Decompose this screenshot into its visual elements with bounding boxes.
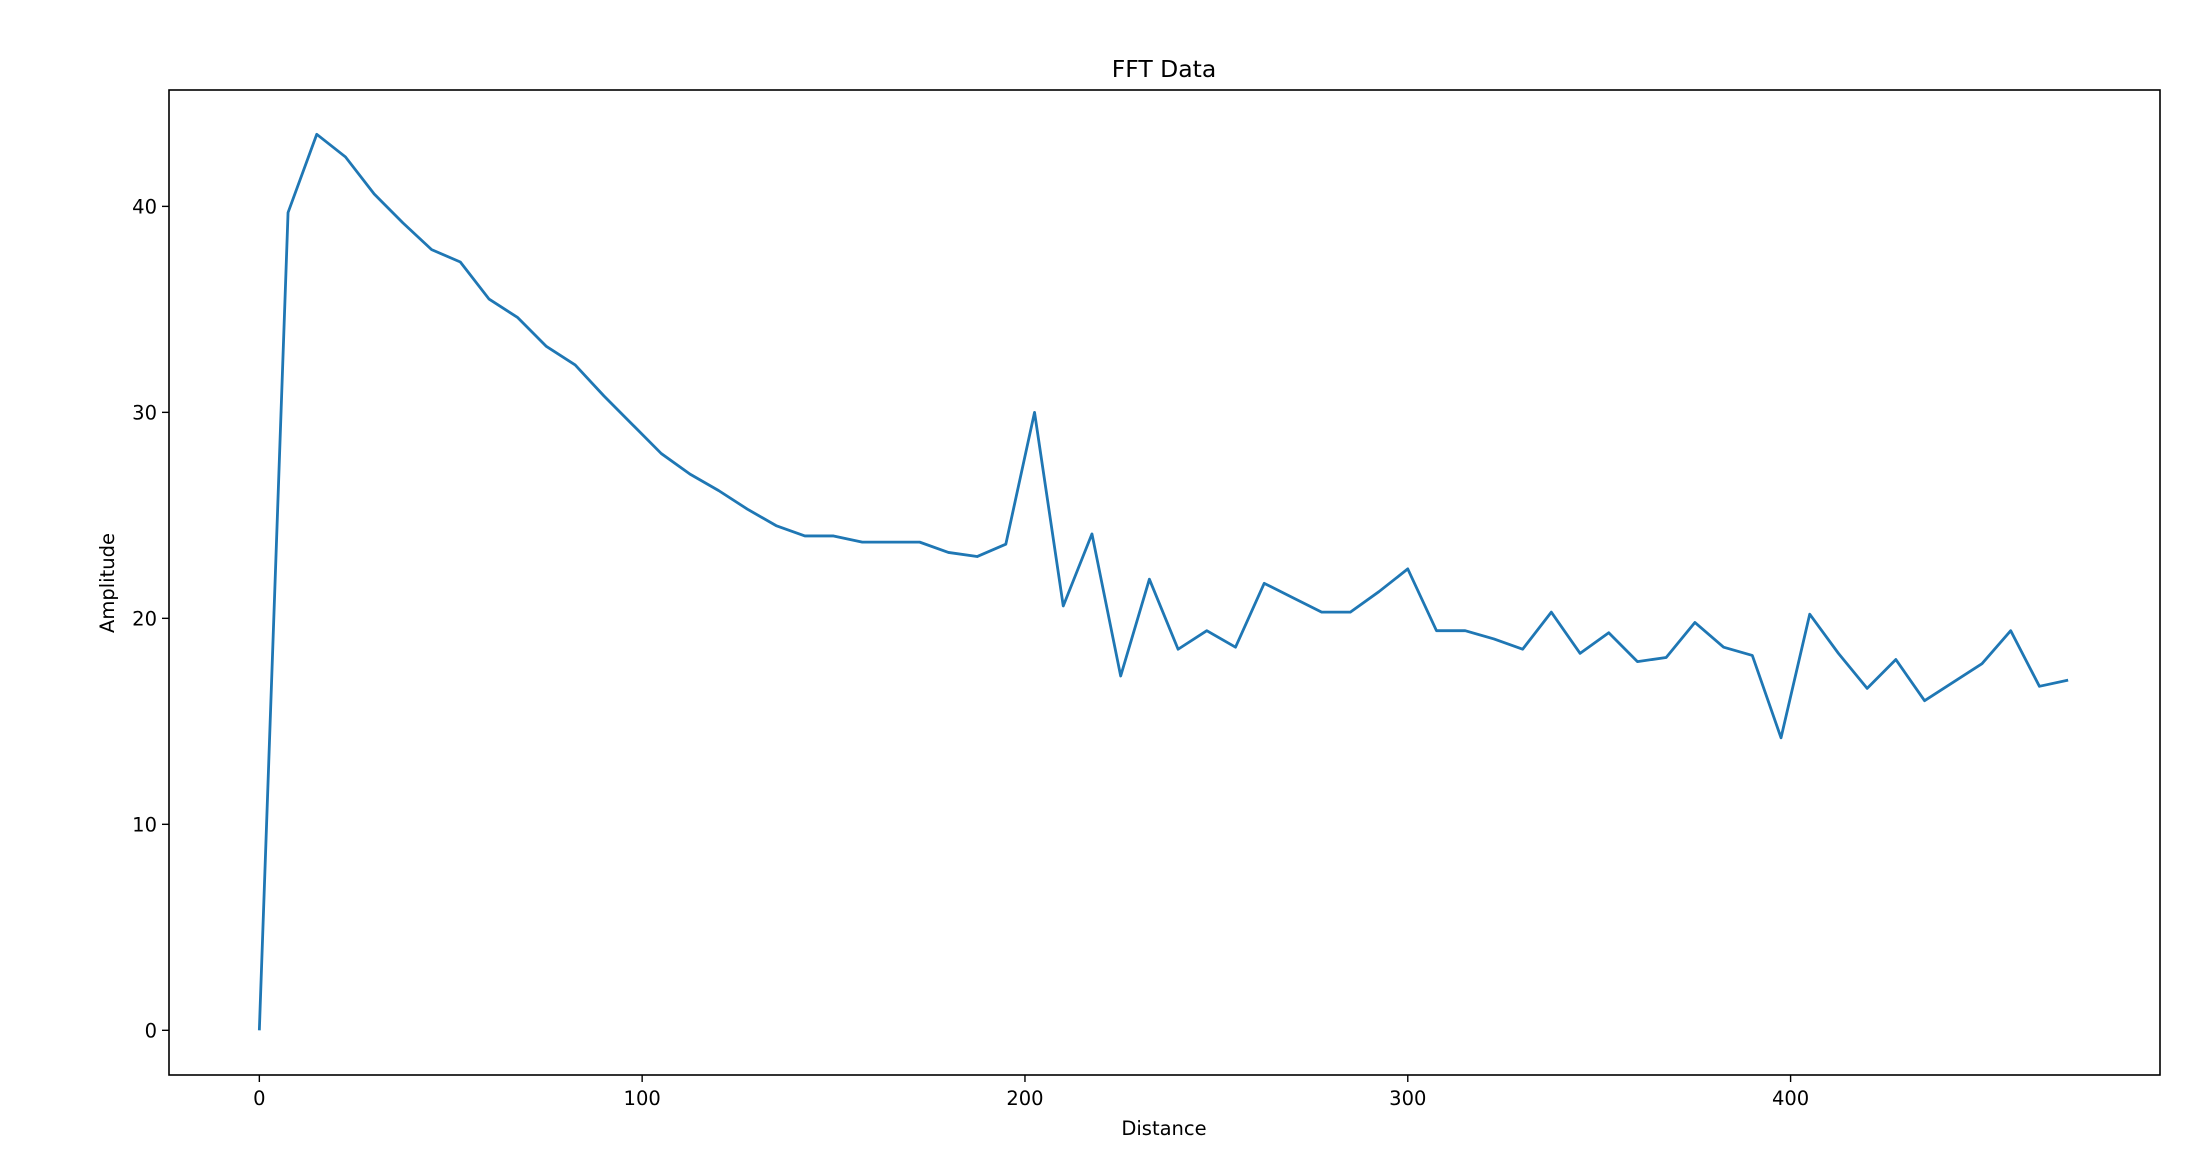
y-tick-label: 20 xyxy=(132,607,157,630)
y-tick-label: 40 xyxy=(132,195,157,218)
series-line-0 xyxy=(257,132,2069,1031)
plot-area xyxy=(257,132,2069,1031)
y-axis-label: Amplitude xyxy=(96,533,119,633)
x-tick-label: 300 xyxy=(1389,1087,1426,1110)
y-tick-label: 0 xyxy=(145,1019,157,1042)
x-tick-label: 100 xyxy=(624,1087,661,1110)
chart-title: FFT Data xyxy=(1112,55,1217,83)
x-tick-label: 0 xyxy=(253,1087,265,1110)
x-tick-label: 200 xyxy=(1006,1087,1043,1110)
y-tick-label: 30 xyxy=(132,401,157,424)
x-axis-label: Distance xyxy=(1121,1117,1206,1140)
y-tick-label: 10 xyxy=(132,813,157,836)
x-axis: 0 100 200 300 400 xyxy=(253,1075,1809,1110)
plot-frame xyxy=(168,89,2161,1076)
x-tick-label: 400 xyxy=(1772,1087,1809,1110)
y-axis: 0 10 20 30 40 xyxy=(132,195,169,1042)
